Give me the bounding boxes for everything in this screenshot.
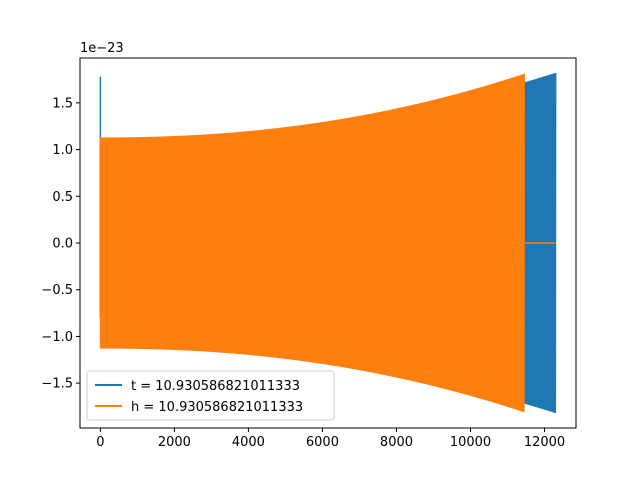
y-tick-label: 1.0	[52, 143, 73, 158]
x-tick-label: 0	[96, 435, 104, 450]
y-tick-label: −1.0	[41, 330, 73, 345]
y-axis: 1.5 1.0 0.5 0.0 −0.5 −1.0 −1.5	[41, 96, 80, 392]
legend-label-t: t = 10.930586821011333	[131, 379, 300, 394]
y-tick-label: 0.5	[52, 190, 73, 205]
x-axis: 0 2000 4000 6000 8000 10000 12000	[96, 428, 565, 450]
plot-area	[99, 72, 557, 413]
legend-box	[86, 370, 335, 421]
y-offset-text: 1e−23	[80, 41, 124, 56]
legend-label-h: h = 10.930586821011333	[131, 400, 303, 415]
x-tick-label: 4000	[232, 435, 265, 450]
x-tick-label: 12000	[524, 435, 565, 450]
y-tick-label: −0.5	[41, 283, 73, 298]
x-tick-label: 10000	[450, 435, 491, 450]
y-tick-label: 0.0	[52, 237, 73, 252]
legend: t = 10.930586821011333 h = 10.9305868210…	[86, 370, 335, 421]
x-tick-label: 8000	[380, 435, 413, 450]
y-tick-label: −1.5	[41, 377, 73, 392]
x-tick-label: 6000	[306, 435, 339, 450]
series-h-line	[99, 73, 525, 413]
x-tick-label: 2000	[158, 435, 191, 450]
y-tick-label: 1.5	[52, 96, 73, 111]
